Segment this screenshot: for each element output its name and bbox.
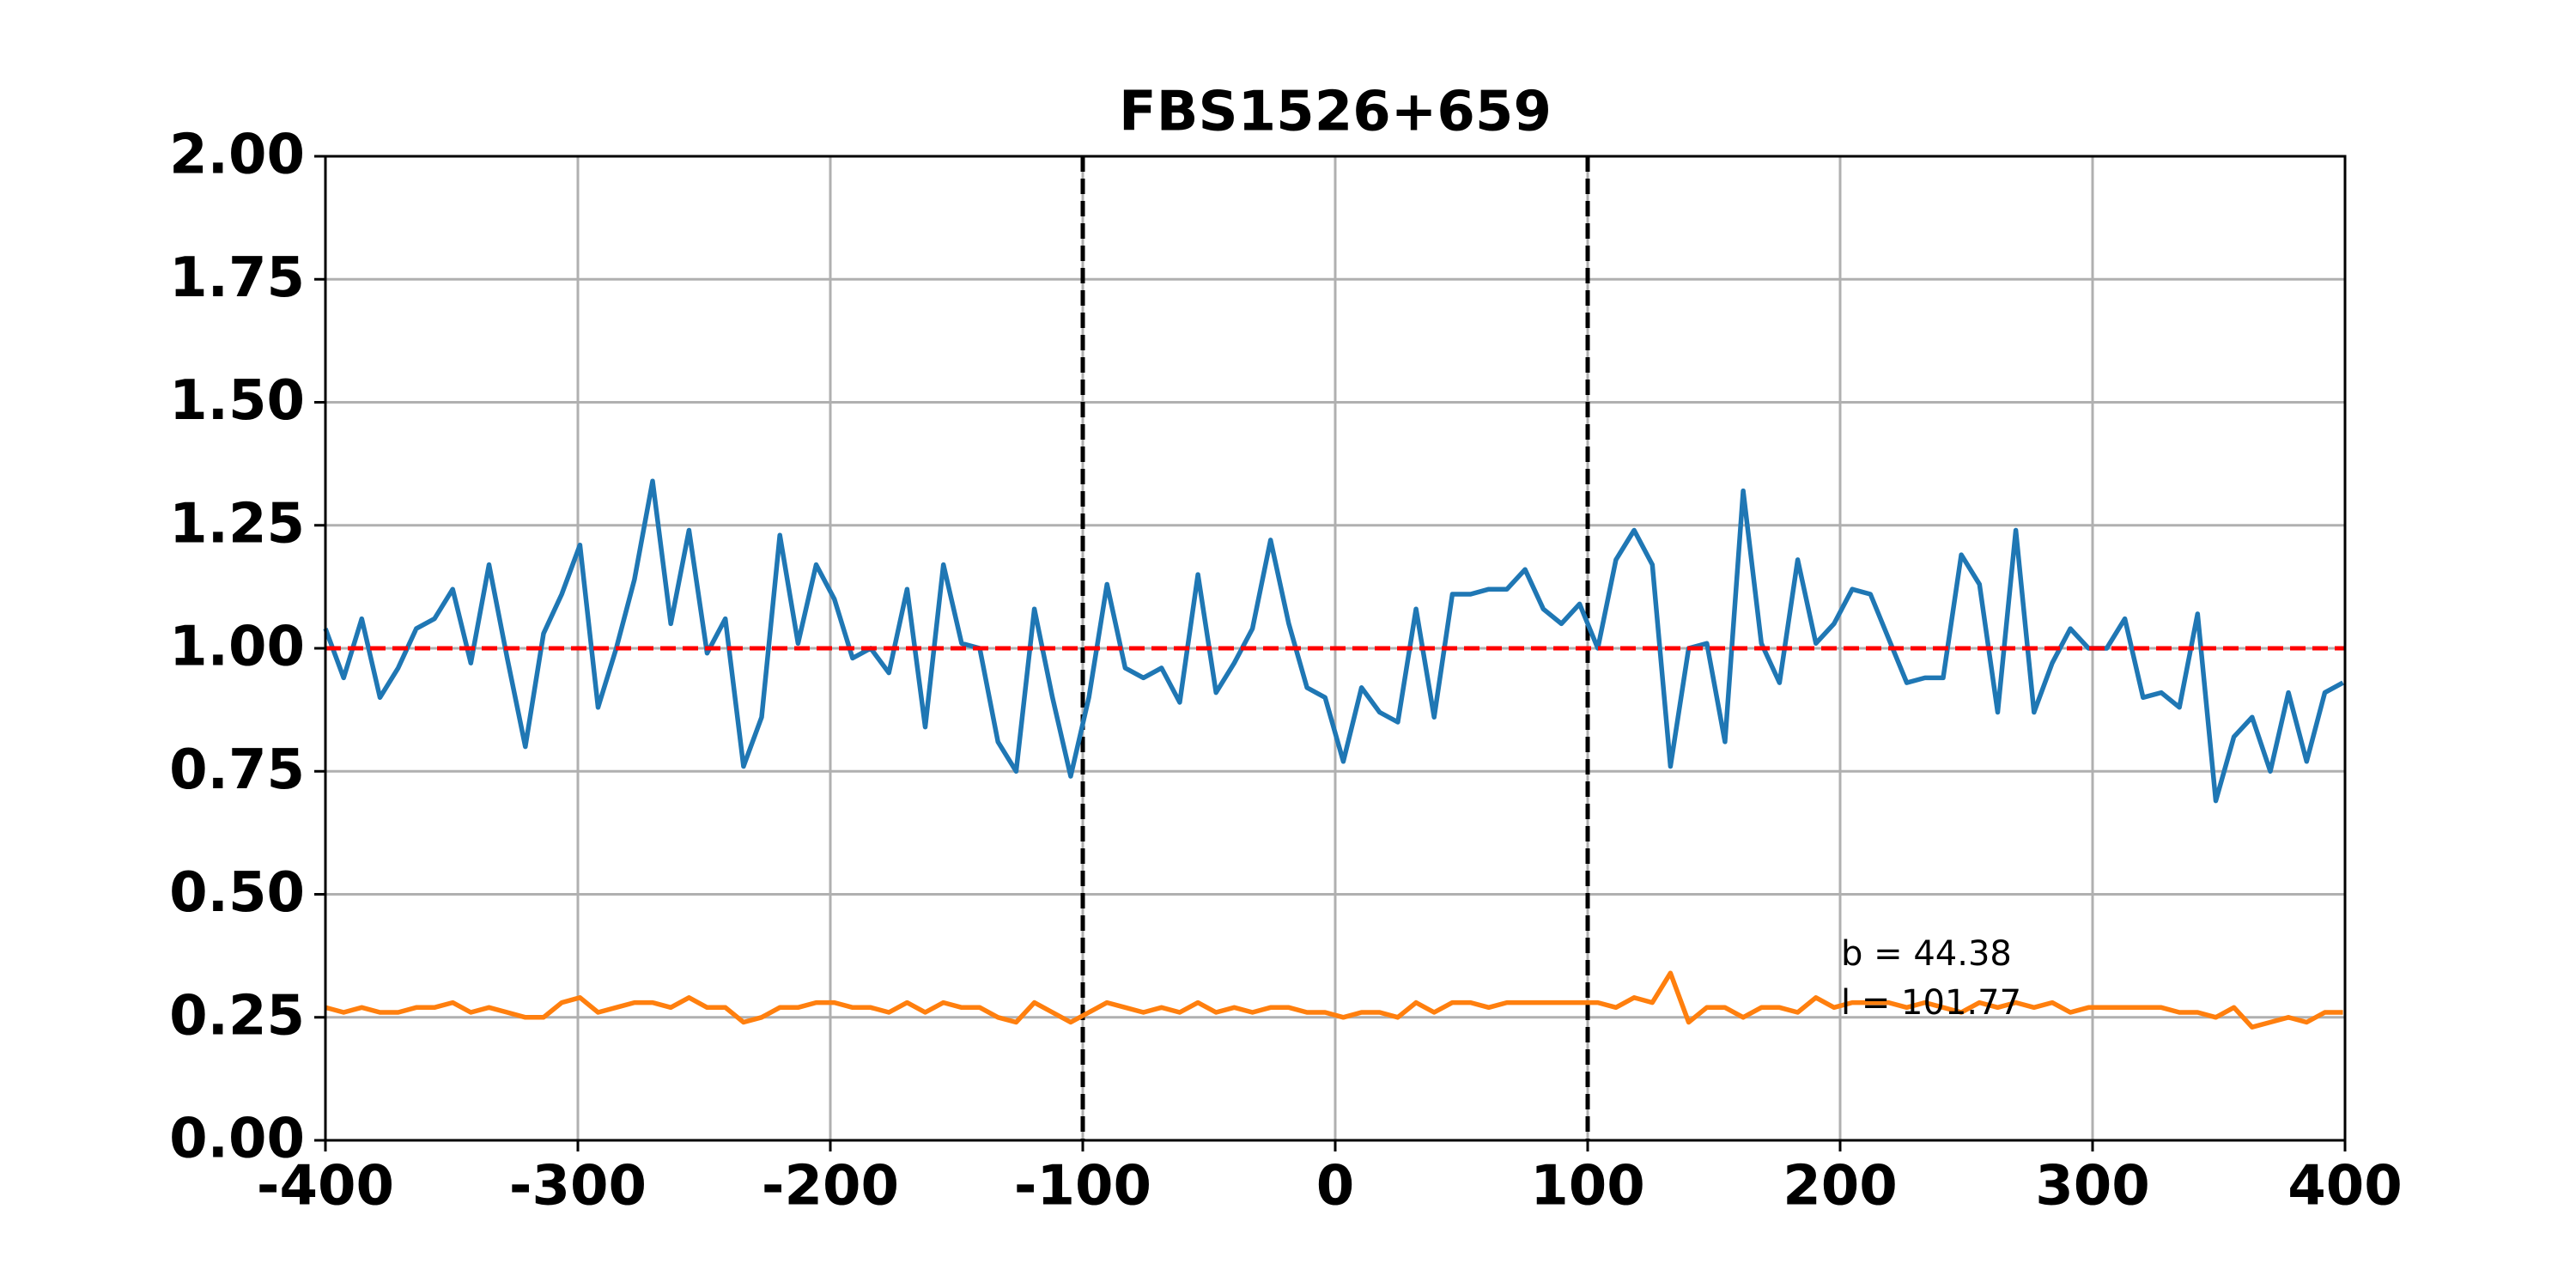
chart-title: FBS1526+659 xyxy=(1119,81,1552,144)
annotation: l = 101.77 xyxy=(1841,983,2021,1023)
y-tick-label: 0.50 xyxy=(169,861,305,925)
x-tick-label: 0 xyxy=(1316,1155,1355,1218)
y-tick-label: 1.75 xyxy=(169,246,305,310)
x-tick-label: -300 xyxy=(509,1155,647,1218)
y-tick-label: 0.00 xyxy=(169,1108,305,1171)
x-tick-label: 300 xyxy=(2035,1155,2150,1218)
x-tick-label: -100 xyxy=(1014,1155,1151,1218)
y-tick-label: 0.75 xyxy=(169,738,305,802)
plot-frame xyxy=(324,155,2347,1142)
data-line xyxy=(323,478,2344,804)
y-tick-label: 1.25 xyxy=(169,492,305,556)
x-tick-label: 400 xyxy=(2287,1155,2403,1218)
annotation: b = 44.38 xyxy=(1841,934,2012,974)
x-tick-label: -400 xyxy=(257,1155,394,1218)
y-tick-label: 0.25 xyxy=(169,984,305,1048)
x-tick-label: -200 xyxy=(762,1155,899,1218)
y-tick-label: 1.00 xyxy=(169,616,305,679)
y-tick-label: 2.00 xyxy=(169,124,305,187)
data-line xyxy=(325,970,2343,1030)
x-tick-label: 100 xyxy=(1530,1155,1645,1218)
y-tick-label: 1.50 xyxy=(169,369,305,433)
x-tick-label: 200 xyxy=(1783,1155,1898,1218)
